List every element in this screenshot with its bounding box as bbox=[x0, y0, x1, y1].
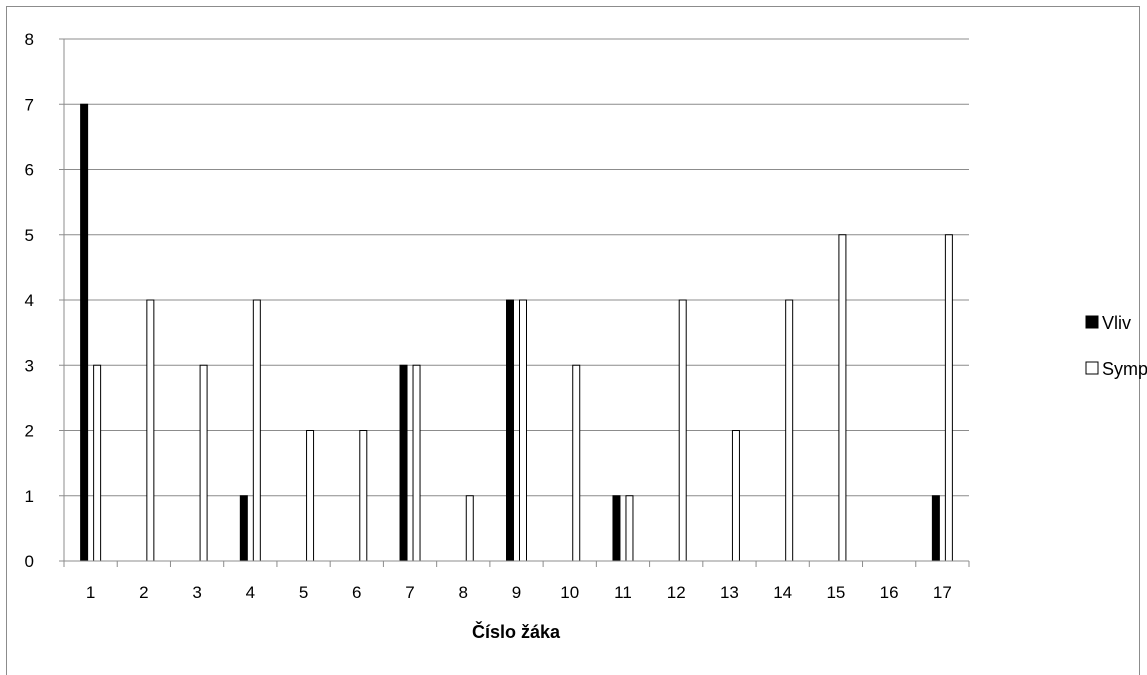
axes bbox=[59, 38, 970, 567]
x-tick-label: 1 bbox=[86, 583, 95, 602]
bar-vliv bbox=[239, 495, 248, 562]
bar-sympatie bbox=[359, 430, 368, 562]
bar-sympatie bbox=[465, 495, 474, 562]
y-tick-label: 2 bbox=[25, 422, 34, 441]
bar-vliv bbox=[931, 495, 940, 562]
bar-sympatie bbox=[93, 364, 102, 562]
y-tick-label: 7 bbox=[25, 95, 34, 114]
bar-vliv bbox=[399, 364, 408, 562]
y-tick-label: 3 bbox=[25, 356, 34, 375]
legend-swatch-sympatie bbox=[1085, 361, 1099, 375]
bars bbox=[80, 103, 953, 562]
y-tick-label: 5 bbox=[25, 226, 34, 245]
bar-sympatie bbox=[678, 299, 687, 562]
x-axis-title: Číslo žáka bbox=[472, 621, 561, 642]
x-tick-label: 12 bbox=[667, 583, 686, 602]
x-tick-label: 13 bbox=[720, 583, 739, 602]
bar-sympatie bbox=[572, 364, 581, 562]
bar-vliv bbox=[506, 299, 514, 562]
bar-sympatie bbox=[838, 234, 847, 562]
x-tick-label: 14 bbox=[773, 583, 792, 602]
x-tick-label: 6 bbox=[352, 583, 361, 602]
y-tick-label: 8 bbox=[25, 30, 34, 49]
x-tick-label: 17 bbox=[933, 583, 952, 602]
chart-area bbox=[6, 6, 1140, 675]
x-tick-label: 2 bbox=[139, 583, 148, 602]
bar-vliv bbox=[80, 103, 89, 562]
x-tick-label: 15 bbox=[826, 583, 845, 602]
legend-label-vliv: Vliv bbox=[1102, 313, 1131, 333]
bar-sympatie bbox=[731, 430, 740, 562]
legend-swatch-vliv bbox=[1085, 315, 1099, 329]
x-tick-label: 4 bbox=[246, 583, 255, 602]
x-tick-label: 11 bbox=[614, 583, 632, 602]
y-tick-label: 0 bbox=[25, 552, 34, 571]
bar-sympatie bbox=[944, 234, 953, 562]
x-tick-label: 16 bbox=[880, 583, 899, 602]
bar-sympatie bbox=[519, 299, 527, 562]
bar-sympatie bbox=[412, 364, 421, 562]
x-tick-label: 5 bbox=[299, 583, 308, 602]
bar-sympatie bbox=[785, 299, 794, 562]
bar-sympatie bbox=[625, 495, 634, 562]
legend: Vliv Sympatie bbox=[1085, 313, 1147, 379]
y-tick-label: 6 bbox=[25, 161, 34, 180]
gridlines bbox=[64, 38, 969, 497]
bar-vliv bbox=[612, 495, 621, 562]
bar-sympatie bbox=[252, 299, 261, 562]
x-tick-label: 9 bbox=[512, 583, 521, 602]
x-tick-label: 7 bbox=[405, 583, 414, 602]
bar-sympatie bbox=[199, 364, 208, 562]
x-tick-label: 3 bbox=[192, 583, 201, 602]
legend-label-sympatie: Sympatie bbox=[1102, 359, 1147, 379]
x-tick-label: 10 bbox=[560, 583, 579, 602]
x-tick-label: 8 bbox=[459, 583, 468, 602]
y-tick-label: 4 bbox=[25, 291, 34, 310]
bar-sympatie bbox=[146, 299, 155, 562]
bar-sympatie bbox=[306, 430, 315, 562]
y-tick-label: 1 bbox=[25, 487, 34, 506]
